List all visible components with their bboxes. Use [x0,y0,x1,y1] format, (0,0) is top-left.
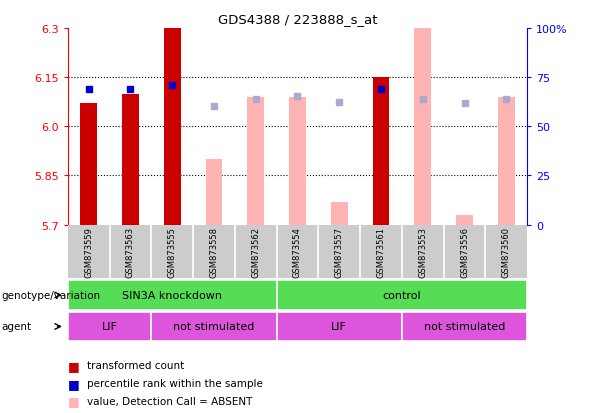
Text: GSM873554: GSM873554 [293,227,302,277]
Text: ■: ■ [68,394,80,408]
Text: value, Detection Call = ABSENT: value, Detection Call = ABSENT [87,396,252,406]
Text: ■: ■ [68,377,80,390]
Text: percentile rank within the sample: percentile rank within the sample [87,378,263,388]
Bar [456,215,473,225]
Bar [331,202,348,225]
Text: GSM873559: GSM873559 [84,227,93,277]
Title: GDS4388 / 223888_s_at: GDS4388 / 223888_s_at [218,13,377,26]
Bar [498,97,515,225]
Bar [247,97,264,225]
Bar [80,104,97,225]
Text: GSM873556: GSM873556 [460,226,469,278]
Bar [122,94,139,225]
Text: GSM873560: GSM873560 [502,226,511,278]
Text: GSM873555: GSM873555 [168,227,177,277]
Text: GSM873553: GSM873553 [418,226,427,278]
Text: not stimulated: not stimulated [173,322,254,332]
Bar [289,97,306,225]
Text: GSM873562: GSM873562 [251,226,260,278]
Text: SIN3A knockdown: SIN3A knockdown [122,290,222,300]
Text: agent: agent [2,322,32,332]
Text: GSM873558: GSM873558 [210,226,219,278]
Text: LIF: LIF [101,322,117,332]
Text: ■: ■ [68,359,80,372]
Text: GSM873557: GSM873557 [335,226,344,278]
Bar [415,29,431,225]
Text: not stimulated: not stimulated [424,322,505,332]
Bar [373,78,389,225]
Text: control: control [382,290,421,300]
Bar [164,29,180,225]
Text: ■: ■ [68,412,80,413]
Text: GSM873561: GSM873561 [376,226,385,278]
Text: genotype/variation: genotype/variation [2,290,101,300]
Text: LIF: LIF [331,322,347,332]
Bar [206,160,222,225]
Text: transformed count: transformed count [87,361,184,370]
Text: GSM873563: GSM873563 [126,226,135,278]
